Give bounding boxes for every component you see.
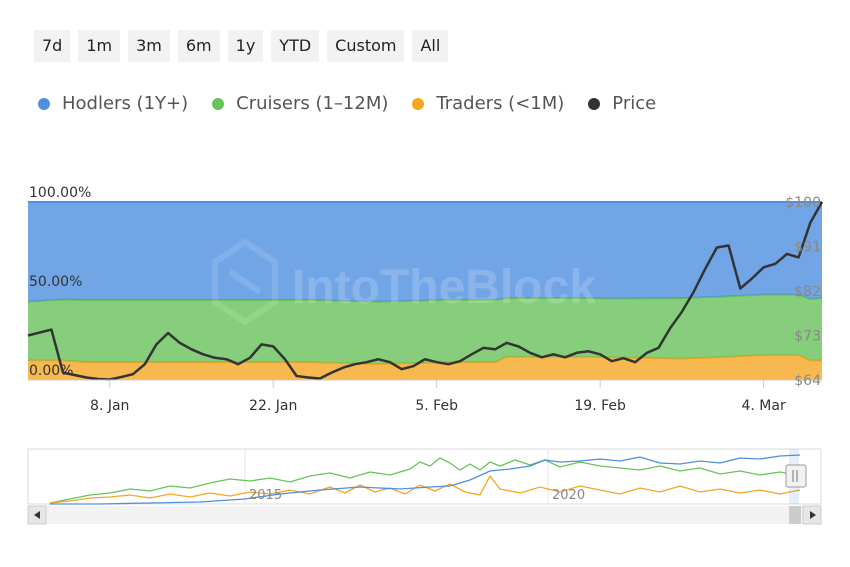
legend-item-cruisers[interactable]: Cruisers (1–12M) [212, 93, 388, 114]
range-button-custom[interactable]: Custom [327, 30, 405, 62]
range-button-3m[interactable]: 3m [128, 30, 170, 62]
watermark: IntoTheBlock [212, 238, 596, 326]
range-selector: 7d 1m 3m 6m 1y YTD Custom All [34, 30, 449, 62]
watermark-text: IntoTheBlock [292, 261, 596, 314]
right-axis-tick-label: $64 [794, 373, 821, 389]
left-axis-tick-label: 50.00% [29, 274, 82, 290]
range-button-all[interactable]: All [412, 30, 449, 62]
legend-label-hodlers: Hodlers (1Y+) [62, 93, 189, 114]
navigator-handle[interactable] [785, 464, 807, 488]
range-button-6m[interactable]: 6m [177, 30, 220, 62]
range-button-7d[interactable]: 7d [34, 30, 71, 62]
navigator-series-hodlers [50, 454, 801, 505]
legend-item-hodlers[interactable]: Hodlers (1Y+) [38, 93, 188, 114]
left-axis-tick-label: 100.00% [29, 185, 91, 201]
right-axis-tick-label: $82 [794, 284, 821, 300]
x-axis-tick-label: 4. Mar [742, 398, 786, 414]
grip-icon [792, 470, 798, 482]
x-axis-tick-label: 19. Feb [574, 398, 626, 414]
navigator-scrollbar-thumb[interactable] [789, 506, 801, 524]
x-axis-tick-label: 5. Feb [415, 398, 458, 414]
left-axis-tick-label: 0.00% [29, 363, 73, 379]
line-series-price [27, 201, 824, 381]
legend-marker-traders [412, 97, 425, 110]
right-axis-tick-label: $91 [794, 240, 821, 256]
axes: 100.00% 50.00% 0.00% $100 $91 $82 $73 $64 8. Jan… [28, 185, 822, 414]
navigator-label-2015: 2015 [249, 488, 282, 503]
navigator-series-traders [49, 474, 801, 504]
intotheblock-logo [212, 238, 278, 326]
legend-label-price: Price [612, 93, 657, 114]
legend-marker-price [588, 97, 601, 110]
left-arrow-icon [34, 511, 40, 519]
scroll-left-button[interactable] [27, 505, 47, 525]
scroll-right-button[interactable] [802, 505, 822, 525]
plot-area [27, 201, 824, 381]
legend-item-traders[interactable]: Traders (<1M) [412, 93, 564, 114]
range-button-1m[interactable]: 1m [78, 30, 121, 62]
area-series-hodlers [28, 202, 822, 302]
navigator-label-2020: 2020 [552, 488, 585, 503]
right-axis-tick-label: $100 [785, 195, 821, 211]
right-arrow-icon [810, 511, 816, 519]
navigator-background [27, 448, 822, 505]
range-button-1y[interactable]: 1y [227, 30, 264, 62]
range-button-ytd[interactable]: YTD [271, 30, 320, 62]
area-series-cruisers [28, 294, 822, 364]
legend: Hodlers (1Y+) Cruisers (1–12M) Traders (… [38, 93, 680, 114]
legend-item-price[interactable]: Price [588, 93, 656, 114]
navigator-series-cruisers [49, 457, 801, 504]
x-axis-tick-label: 8. Jan [90, 398, 129, 414]
legend-label-cruisers: Cruisers (1–12M) [236, 93, 389, 114]
legend-label-traders: Traders (<1M) [436, 93, 565, 114]
legend-marker-cruisers [212, 97, 225, 110]
right-axis-tick-label: $73 [794, 329, 821, 345]
legend-marker-hodlers [38, 97, 50, 110]
navigator: 2015 2020 [27, 448, 822, 525]
navigator-scrollbar-track[interactable] [28, 506, 821, 524]
x-axis-tick-label: 22. Jan [249, 398, 297, 414]
area-series-traders [28, 355, 822, 380]
